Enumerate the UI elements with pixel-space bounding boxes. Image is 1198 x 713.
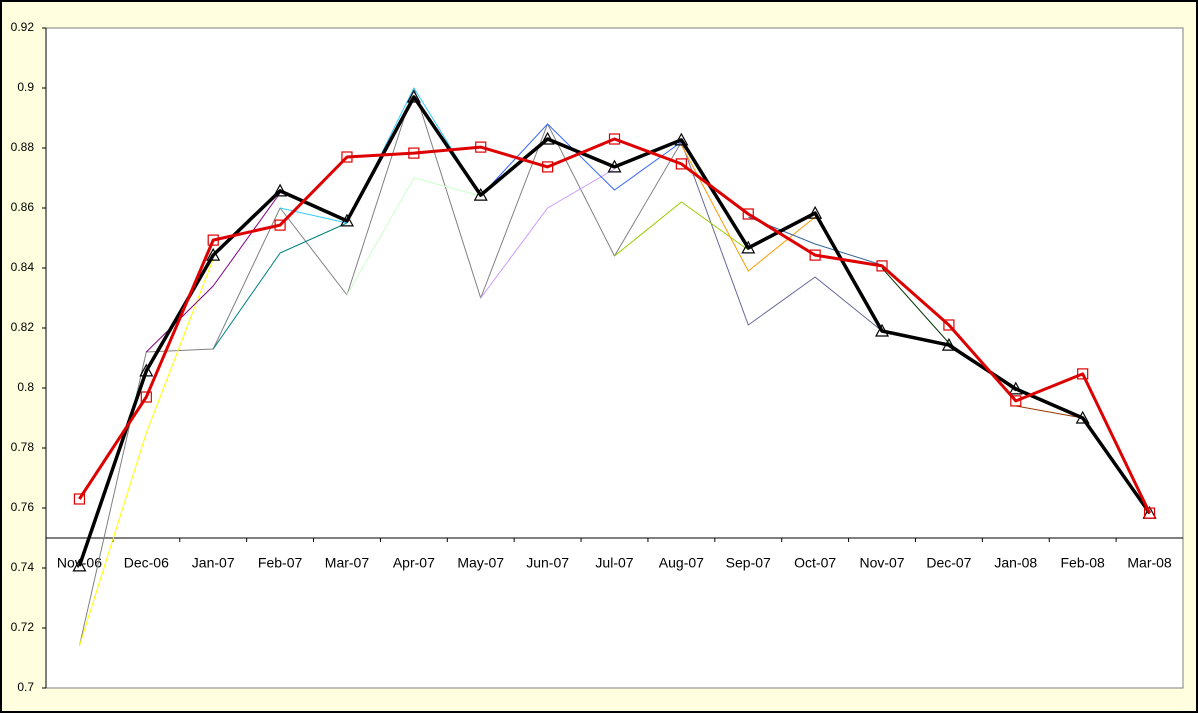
- marker: [809, 249, 821, 261]
- y-tick-label: 0.8: [17, 380, 34, 394]
- marker: [943, 319, 955, 331]
- marker: [341, 151, 353, 163]
- series-line: [346, 177, 481, 296]
- y-tick-label: 0.86: [11, 200, 35, 214]
- y-tick-label: 0.72: [11, 620, 35, 634]
- marker: [741, 240, 756, 254]
- marker: [542, 161, 554, 173]
- series-line: [614, 201, 749, 257]
- series-line: [680, 141, 883, 332]
- marker: [73, 493, 86, 505]
- marker: [408, 147, 420, 159]
- x-tick-label: Mar-08: [1127, 555, 1172, 571]
- marker: [1143, 507, 1156, 519]
- marker: [675, 158, 687, 170]
- marker: [206, 247, 221, 261]
- marker: [339, 213, 354, 227]
- marker: [1077, 368, 1089, 380]
- series-line: [480, 123, 682, 197]
- x-tick-label: Feb-08: [1060, 555, 1105, 571]
- x-tick-label: Aug-07: [659, 555, 704, 571]
- marker: [742, 208, 754, 220]
- marker: [273, 183, 288, 197]
- marker: [808, 205, 823, 219]
- y-tick-label: 0.78: [11, 440, 35, 454]
- x-tick-label: Dec-07: [926, 555, 971, 571]
- marker: [140, 391, 152, 403]
- x-tick-label: Jan-08: [994, 555, 1037, 571]
- plot-area: [45, 27, 1184, 689]
- x-tick-label: Oct-07: [794, 555, 836, 571]
- marker: [1075, 410, 1090, 424]
- marker: [1008, 381, 1023, 395]
- marker: [1010, 395, 1022, 407]
- marker: [540, 131, 555, 145]
- y-tick-label: 0.9: [17, 80, 34, 94]
- marker: [72, 558, 87, 572]
- x-tick-label: Mar-07: [325, 555, 370, 571]
- y-tick-label: 0.76: [11, 500, 35, 514]
- y-tick-label: 0.88: [11, 140, 35, 154]
- marker: [876, 260, 888, 272]
- marker: [875, 323, 890, 337]
- y-tick-label: 0.82: [11, 320, 35, 334]
- y-tick-label: 0.84: [11, 260, 35, 274]
- series-line: [78, 137, 1151, 514]
- series-line: [480, 168, 615, 299]
- marker: [607, 159, 622, 173]
- series-line: [78, 258, 214, 647]
- marker: [608, 133, 621, 145]
- series-line: [212, 222, 348, 350]
- x-tick-label: Jul-07: [595, 555, 633, 571]
- marker: [207, 234, 219, 246]
- x-tick-label: Nov-07: [859, 555, 904, 571]
- x-tick-label: Jan-07: [192, 555, 235, 571]
- x-tick-label: May-07: [457, 555, 504, 571]
- marker: [274, 219, 286, 231]
- y-tick-label: 0.92: [11, 20, 35, 34]
- x-tick-label: Sep-07: [726, 555, 771, 571]
- marker: [139, 363, 154, 377]
- y-tick-label: 0.7: [17, 680, 34, 694]
- series-line: [77, 95, 1152, 567]
- marker: [406, 89, 421, 103]
- x-tick-label: Feb-07: [258, 555, 303, 571]
- x-tick-label: Dec-06: [124, 555, 169, 571]
- marker: [941, 337, 956, 351]
- marker: [674, 132, 689, 146]
- x-tick-label: Jun-07: [526, 555, 569, 571]
- x-tick-label: Apr-07: [393, 555, 435, 571]
- y-tick-label: 0.74: [11, 560, 35, 574]
- series-line: [78, 87, 682, 647]
- marker: [473, 187, 488, 201]
- marker: [475, 141, 487, 153]
